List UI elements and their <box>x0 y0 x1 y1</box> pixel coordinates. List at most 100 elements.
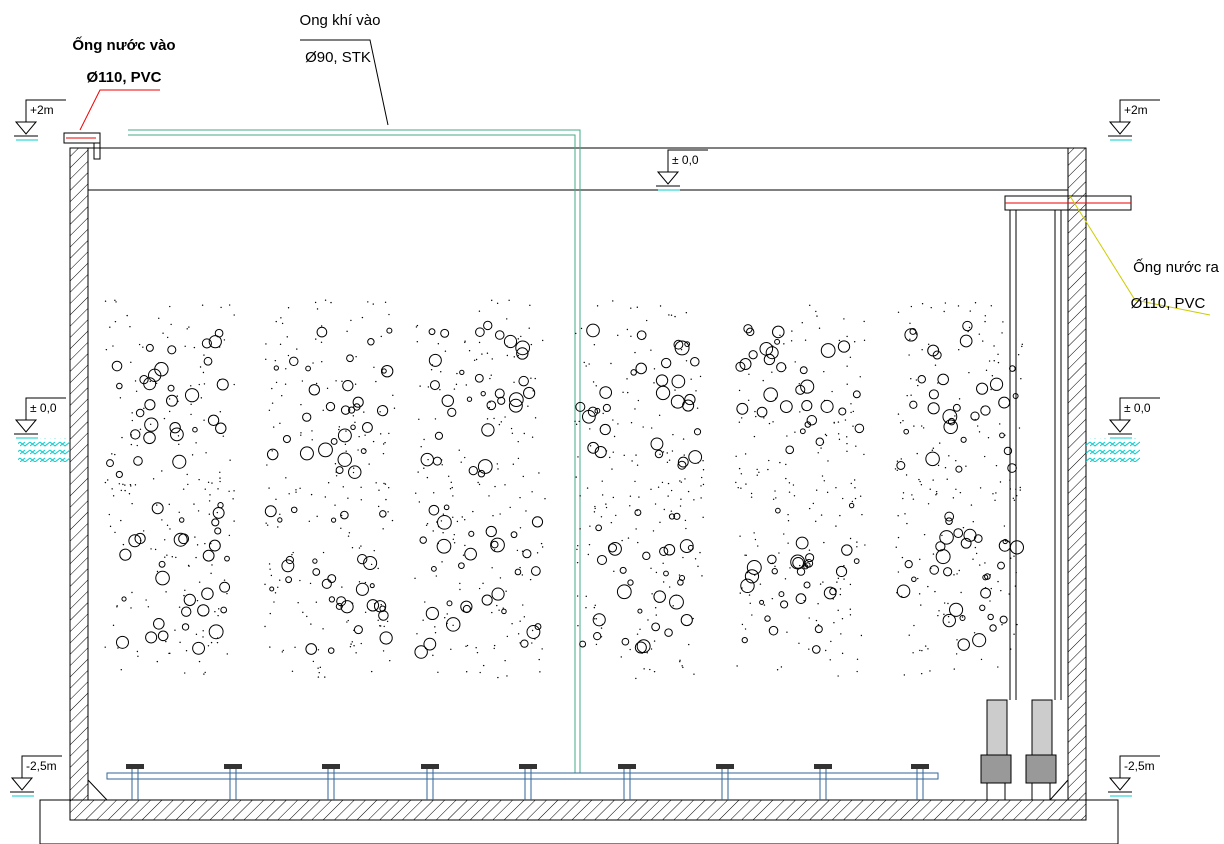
dot <box>785 478 786 479</box>
dot <box>318 649 319 650</box>
bubble <box>600 424 610 434</box>
dot <box>993 345 994 346</box>
bubble <box>220 582 230 592</box>
dot <box>349 532 350 533</box>
bubble <box>655 450 662 457</box>
dot <box>701 575 702 576</box>
dot <box>338 429 339 430</box>
dot <box>973 521 974 522</box>
bubble <box>796 594 806 604</box>
bubble <box>523 550 531 558</box>
bubble <box>442 395 453 406</box>
dot <box>291 554 292 555</box>
dot <box>378 506 379 507</box>
dot <box>218 608 219 609</box>
dot <box>219 481 220 482</box>
dot <box>997 354 998 355</box>
dot <box>352 602 353 603</box>
dot <box>190 414 191 415</box>
dot <box>650 489 651 490</box>
dot <box>352 547 353 548</box>
dot <box>941 535 942 536</box>
dot <box>120 397 121 398</box>
bubble <box>960 615 965 620</box>
dot <box>479 672 480 673</box>
outlet-label: Ống nước ra <box>1133 258 1219 276</box>
bubble <box>341 601 353 613</box>
dot <box>130 607 131 608</box>
dot <box>288 355 289 356</box>
dot <box>930 568 931 569</box>
dot <box>279 514 280 515</box>
slab-hatch <box>70 800 1086 820</box>
dot <box>439 389 440 390</box>
bubble <box>112 361 122 371</box>
dot <box>1021 346 1022 347</box>
dot <box>764 604 765 605</box>
dot <box>518 441 519 442</box>
dot <box>273 426 274 427</box>
dot <box>145 599 146 600</box>
bubble <box>596 525 602 531</box>
dot <box>928 503 929 504</box>
dot <box>229 535 230 536</box>
dot <box>913 498 914 499</box>
dot <box>203 372 204 373</box>
dot <box>117 647 118 648</box>
dot <box>809 617 810 618</box>
dot <box>802 322 803 323</box>
dot <box>745 578 746 579</box>
dot <box>311 494 312 495</box>
bubble <box>821 344 835 358</box>
dot <box>497 468 498 469</box>
dot <box>822 581 823 582</box>
dot <box>959 398 960 399</box>
dot <box>315 338 316 339</box>
dot <box>157 661 158 662</box>
dot <box>202 630 203 631</box>
dot <box>795 361 796 362</box>
diffuser-leg <box>427 769 433 800</box>
dot <box>740 487 741 488</box>
diffuser <box>814 764 832 769</box>
dot <box>813 503 814 504</box>
dot <box>353 630 354 631</box>
dot <box>960 592 961 593</box>
bubble <box>319 443 333 457</box>
dot <box>299 580 300 581</box>
dot <box>527 406 528 407</box>
dot <box>785 578 786 579</box>
dot <box>916 333 917 334</box>
dot <box>700 497 701 498</box>
dot <box>377 620 378 621</box>
dot <box>816 315 817 316</box>
dot <box>969 327 970 328</box>
dot <box>316 602 317 603</box>
bubble <box>131 430 140 439</box>
dot <box>179 642 180 643</box>
dot <box>836 581 837 582</box>
dot <box>233 490 234 491</box>
dot <box>699 552 700 553</box>
bubble <box>926 452 940 466</box>
dot <box>202 305 203 306</box>
dot <box>1013 555 1014 556</box>
dot <box>574 421 575 422</box>
dot <box>921 349 922 350</box>
dot <box>422 620 423 621</box>
dot <box>837 675 838 676</box>
dot <box>122 484 123 485</box>
dot <box>532 437 533 438</box>
dot <box>839 515 840 516</box>
dot <box>300 432 301 433</box>
dot <box>130 484 131 485</box>
dot <box>588 554 589 555</box>
dot <box>668 483 669 484</box>
dot <box>493 418 494 419</box>
dot <box>852 426 853 427</box>
dot <box>1015 572 1016 573</box>
dot <box>187 484 188 485</box>
dot <box>388 314 389 315</box>
dot <box>767 469 768 470</box>
bubble <box>381 365 392 376</box>
